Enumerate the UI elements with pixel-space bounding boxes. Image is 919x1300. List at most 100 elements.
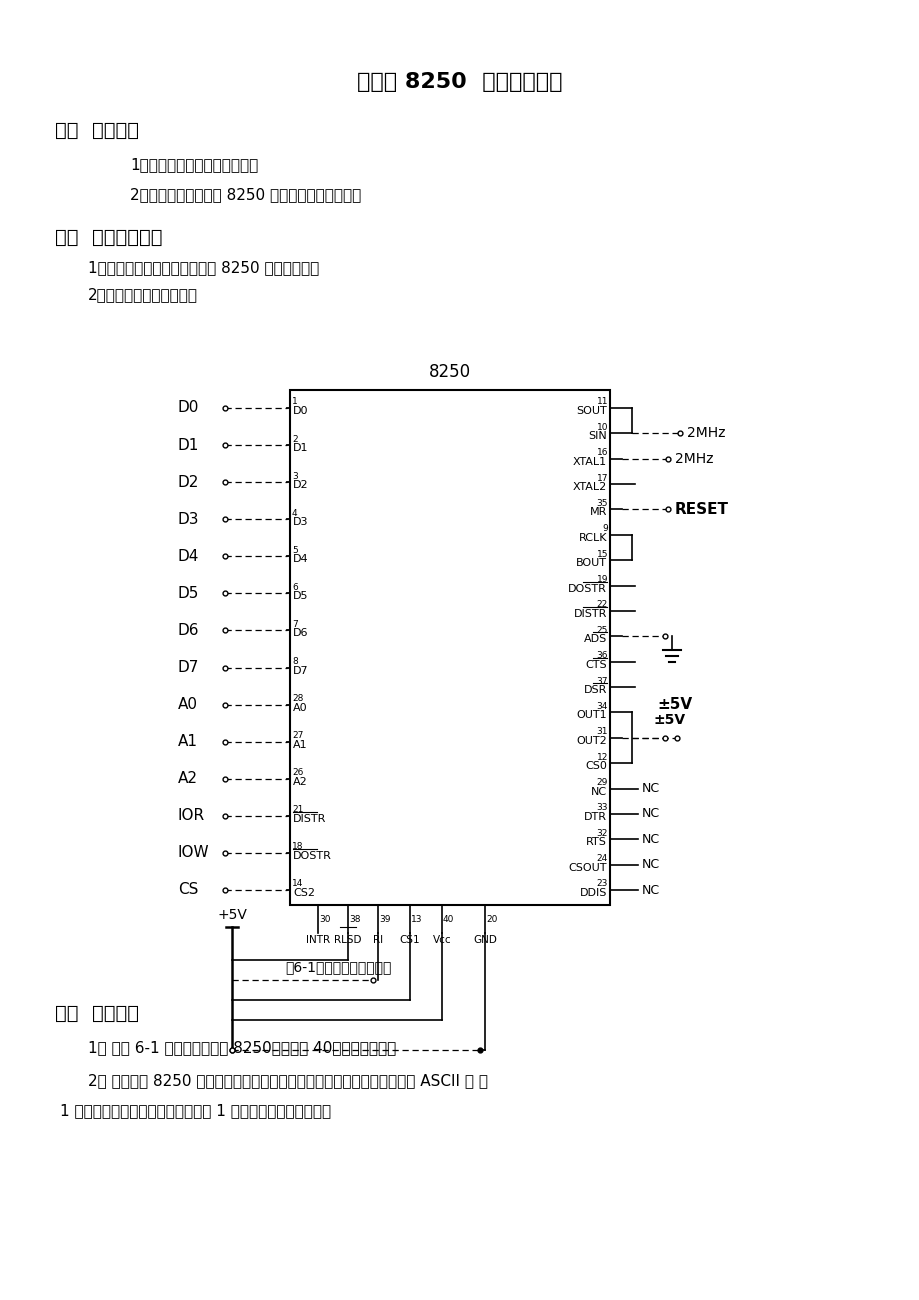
Text: 8: 8 — [291, 656, 298, 666]
Text: 40: 40 — [443, 915, 454, 924]
Text: NC: NC — [641, 858, 660, 871]
Text: D1: D1 — [177, 438, 199, 452]
Text: A1: A1 — [177, 734, 198, 749]
Text: 1、复习教材中有关串行通信和 8250 的相关内容。: 1、复习教材中有关串行通信和 8250 的相关内容。 — [88, 260, 319, 276]
Text: RLSD: RLSD — [334, 935, 361, 945]
Text: NC: NC — [641, 783, 660, 796]
Text: 28: 28 — [291, 694, 303, 703]
Text: 二、  实验预习要求: 二、 实验预习要求 — [55, 227, 163, 247]
Text: 1、了解串行通讯的基本原理。: 1、了解串行通讯的基本原理。 — [130, 157, 258, 173]
Text: RESET: RESET — [675, 502, 728, 517]
Text: 37: 37 — [596, 676, 607, 685]
Text: 20: 20 — [485, 915, 497, 924]
Text: 5: 5 — [291, 546, 298, 555]
Text: D1: D1 — [292, 443, 308, 454]
Text: 38: 38 — [348, 915, 360, 924]
Text: 17: 17 — [596, 473, 607, 482]
Text: 8250: 8250 — [428, 363, 471, 381]
Text: XTAL1: XTAL1 — [573, 456, 607, 467]
Text: RTS: RTS — [585, 837, 607, 848]
Text: INTR: INTR — [306, 935, 330, 945]
Text: DSR: DSR — [583, 685, 607, 696]
Text: D2: D2 — [177, 474, 199, 490]
Text: ±5V: ±5V — [657, 697, 692, 712]
Text: D7: D7 — [177, 660, 199, 675]
Bar — [289, 390, 609, 905]
Text: 4: 4 — [291, 508, 298, 517]
Text: D3: D3 — [177, 512, 199, 527]
Text: D2: D2 — [292, 480, 308, 490]
Text: 25: 25 — [596, 625, 607, 634]
Text: 图6-1串行通信实验电路图: 图6-1串行通信实验电路图 — [285, 959, 391, 974]
Text: Vcc: Vcc — [432, 935, 451, 945]
Text: 三、  实验内容: 三、 实验内容 — [55, 1004, 139, 1023]
Text: A0: A0 — [177, 697, 198, 712]
Text: IOR: IOR — [177, 809, 205, 823]
Text: D0: D0 — [292, 406, 308, 416]
Text: DISTR: DISTR — [573, 608, 607, 619]
Text: NC: NC — [641, 807, 660, 820]
Text: A2: A2 — [292, 777, 308, 786]
Text: 24: 24 — [596, 854, 607, 863]
Text: 9: 9 — [602, 524, 607, 533]
Text: 27: 27 — [291, 731, 303, 740]
Text: DOSTR: DOSTR — [568, 584, 607, 594]
Text: ADS: ADS — [584, 634, 607, 645]
Text: NC: NC — [641, 884, 660, 897]
Text: BOUT: BOUT — [575, 558, 607, 568]
Text: D4: D4 — [177, 549, 199, 564]
Text: DOSTR: DOSTR — [292, 852, 332, 861]
Text: 36: 36 — [596, 651, 607, 660]
Text: RI: RI — [372, 935, 382, 945]
Text: 2MHz: 2MHz — [675, 451, 713, 465]
Text: D5: D5 — [177, 586, 199, 601]
Text: MR: MR — [589, 507, 607, 517]
Text: 30: 30 — [319, 915, 330, 924]
Text: D7: D7 — [292, 666, 308, 676]
Text: 34: 34 — [596, 702, 607, 711]
Text: IOW: IOW — [177, 845, 210, 861]
Text: D6: D6 — [292, 628, 308, 638]
Text: 1、 按图 6-1 连接线路，图中 8250芯片插在 40芯通用插座上。: 1、 按图 6-1 连接线路，图中 8250芯片插在 40芯通用插座上。 — [88, 1040, 396, 1056]
Text: 2、预先编写好实验程序。: 2、预先编写好实验程序。 — [88, 287, 198, 303]
Text: D6: D6 — [177, 623, 199, 638]
Text: 一、  实验目的: 一、 实验目的 — [55, 121, 139, 139]
Text: 29: 29 — [596, 777, 607, 786]
Text: SIN: SIN — [587, 432, 607, 442]
Text: 12: 12 — [596, 753, 607, 762]
Text: 26: 26 — [291, 768, 303, 777]
Text: 14: 14 — [291, 880, 303, 888]
Text: DISTR: DISTR — [292, 814, 326, 824]
Text: 22: 22 — [596, 601, 607, 610]
Text: DTR: DTR — [584, 812, 607, 822]
Text: OUT2: OUT2 — [575, 736, 607, 746]
Text: DDIS: DDIS — [579, 888, 607, 898]
Text: 13: 13 — [411, 915, 422, 924]
Text: D5: D5 — [292, 592, 308, 602]
Text: NC: NC — [641, 833, 660, 846]
Text: +5V: +5V — [217, 907, 246, 922]
Text: 2、掌握串行接口芯片 8250 的工作原理和编程方法: 2、掌握串行接口芯片 8250 的工作原理和编程方法 — [130, 187, 361, 203]
Text: A1: A1 — [292, 740, 307, 750]
Text: D0: D0 — [177, 400, 199, 416]
Text: A2: A2 — [177, 771, 198, 786]
Text: 19: 19 — [596, 575, 607, 584]
Text: CSOUT: CSOUT — [568, 863, 607, 872]
Text: 23: 23 — [596, 880, 607, 888]
Text: 15: 15 — [596, 550, 607, 559]
Text: 18: 18 — [291, 842, 303, 852]
Text: D3: D3 — [292, 517, 308, 528]
Text: D4: D4 — [292, 554, 308, 564]
Text: CS1: CS1 — [399, 935, 420, 945]
Text: 33: 33 — [596, 803, 607, 812]
Text: 2: 2 — [291, 434, 298, 443]
Text: 2MHz: 2MHz — [686, 426, 725, 441]
Text: 3: 3 — [291, 472, 298, 481]
Text: 6: 6 — [291, 582, 298, 592]
Text: CS0: CS0 — [584, 762, 607, 771]
Text: A0: A0 — [292, 702, 307, 712]
Text: 2、 编程：把 8250 设置成自发自收工作方式。从键盘输入一个字符，将其 ASCII 码 加: 2、 编程：把 8250 设置成自发自收工作方式。从键盘输入一个字符，将其 AS… — [88, 1074, 487, 1088]
Text: CS: CS — [177, 883, 199, 897]
Text: 31: 31 — [596, 727, 607, 736]
Text: 11: 11 — [596, 398, 607, 407]
